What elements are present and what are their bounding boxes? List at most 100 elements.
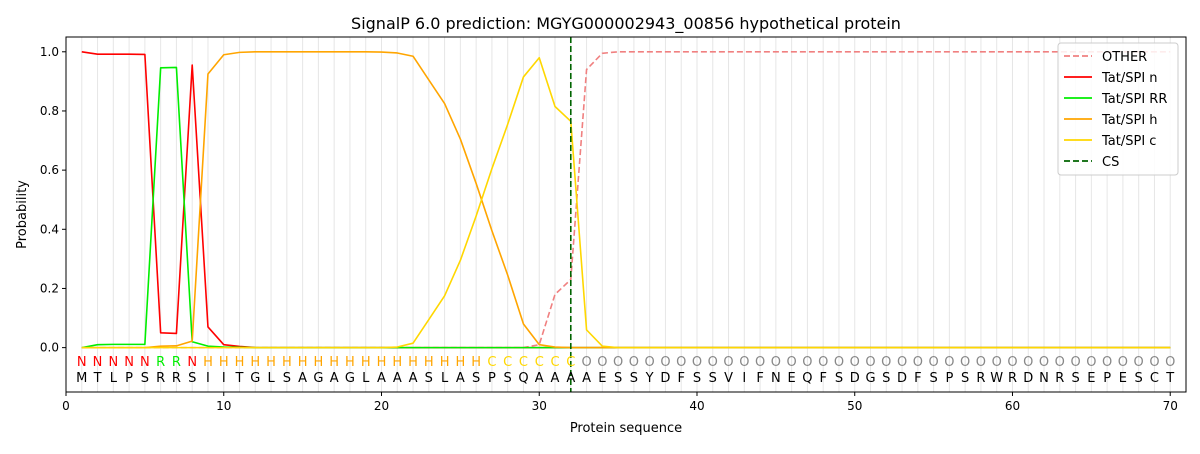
series-line-other (81, 50, 1171, 349)
residue-letter: A (582, 371, 591, 386)
residue-letter: I (206, 371, 210, 386)
region-label: H (329, 355, 339, 370)
region-label: O (1039, 355, 1049, 370)
y-tick-label: 1.0 (40, 45, 59, 59)
residue-letter: T (93, 371, 102, 386)
region-label: R (172, 355, 181, 370)
region-label: N (77, 355, 87, 370)
legend-label: Tat/SPI c (1101, 134, 1156, 149)
residue-letter: A (535, 371, 544, 386)
region-label: O (913, 355, 923, 370)
region-label: H (361, 355, 371, 370)
residue-letter: L (267, 371, 275, 386)
series-line-tat-spi-n (81, 50, 1171, 349)
residue-letter: E (1119, 371, 1127, 386)
region-label: O (771, 355, 781, 370)
residue-letter: P (945, 371, 953, 386)
residue-letter: W (990, 371, 1003, 386)
region-label: O (976, 355, 986, 370)
legend-label: OTHER (1102, 50, 1147, 65)
x-tick-label: 60 (1005, 399, 1020, 413)
region-label: C (503, 355, 512, 370)
residue-letter: R (1008, 371, 1017, 386)
residue-letter: S (630, 371, 638, 386)
legend-label: Tat/SPI n (1101, 71, 1158, 86)
residue-letter: G (865, 371, 875, 386)
region-label: O (1023, 355, 1033, 370)
residue-letter: G (250, 371, 260, 386)
residue-letter: S (283, 371, 291, 386)
residue-letter: A (566, 371, 575, 386)
residue-letter: C (1150, 371, 1159, 386)
region-label: H (424, 355, 434, 370)
region-label: N (140, 355, 150, 370)
residue-letter: S (1071, 371, 1079, 386)
plot-layer: NMNTNLNPNSRRRRNSHIHIHTHGHLHSHAHGHAHGHLHA… (76, 37, 1175, 392)
residue-letter: I (222, 371, 226, 386)
region-label: O (1007, 355, 1017, 370)
y-tick-label: 0.4 (40, 222, 59, 236)
legend-box (1057, 42, 1179, 176)
region-label: H (377, 355, 387, 370)
region-label: O (1070, 355, 1080, 370)
x-tick-label: 0 (62, 399, 70, 413)
region-label: O (850, 355, 860, 370)
residue-letter: S (425, 371, 433, 386)
region-label: O (1165, 355, 1175, 370)
region-label: H (440, 355, 450, 370)
region-label: O (881, 355, 891, 370)
residue-letter: E (598, 371, 606, 386)
y-axis-label: Probability (15, 180, 30, 249)
x-tick-label: 40 (689, 399, 704, 413)
region-label: H (219, 355, 229, 370)
region-label: H (203, 355, 213, 370)
region-label: O (1055, 355, 1065, 370)
residue-letter: N (771, 371, 781, 386)
region-label: O (723, 355, 733, 370)
residue-letter: V (724, 371, 733, 386)
residue-letter: A (551, 371, 560, 386)
y-tick-label: 0.8 (40, 104, 59, 118)
region-label: N (108, 355, 118, 370)
residue-letter: P (125, 371, 133, 386)
residue-letter: S (961, 371, 969, 386)
region-label: H (455, 355, 465, 370)
region-label: O (1118, 355, 1128, 370)
region-label: O (708, 355, 718, 370)
residue-letter: L (441, 371, 449, 386)
residue-letter: A (456, 371, 465, 386)
residue-letter: S (1135, 371, 1143, 386)
region-label: O (613, 355, 623, 370)
x-tick-label: 50 (847, 399, 862, 413)
region-label: O (692, 355, 702, 370)
region-label: H (471, 355, 481, 370)
region-label: O (755, 355, 765, 370)
region-label: H (266, 355, 276, 370)
residue-letter: F (819, 371, 826, 386)
residue-letter: R (172, 371, 181, 386)
region-label: O (629, 355, 639, 370)
region-label: O (944, 355, 954, 370)
residue-letter: G (345, 371, 355, 386)
residue-letter: L (362, 371, 370, 386)
series-line-tat-spi-c (81, 56, 1171, 349)
residue-letter: D (1023, 371, 1033, 386)
region-label: O (1149, 355, 1159, 370)
legend-label: CS (1102, 155, 1119, 170)
region-label: O (897, 355, 907, 370)
chart-title: SignalP 6.0 prediction: MGYG000002943_00… (351, 14, 901, 34)
legend: OTHER Tat/SPI n Tat/SPI RR Tat/SPI h Tat/SPI… (1057, 42, 1179, 176)
region-label: R (156, 355, 165, 370)
region-label: O (660, 355, 670, 370)
region-label: H (345, 355, 355, 370)
region-label: O (992, 355, 1002, 370)
residue-letter: A (393, 371, 402, 386)
residue-letter: F (756, 371, 763, 386)
residue-letter: A (298, 371, 307, 386)
region-label: C (487, 355, 496, 370)
residue-letter: S (614, 371, 622, 386)
residue-letter: T (235, 371, 244, 386)
region-label: N (93, 355, 103, 370)
residue-letter: N (1039, 371, 1049, 386)
region-label: N (187, 355, 197, 370)
